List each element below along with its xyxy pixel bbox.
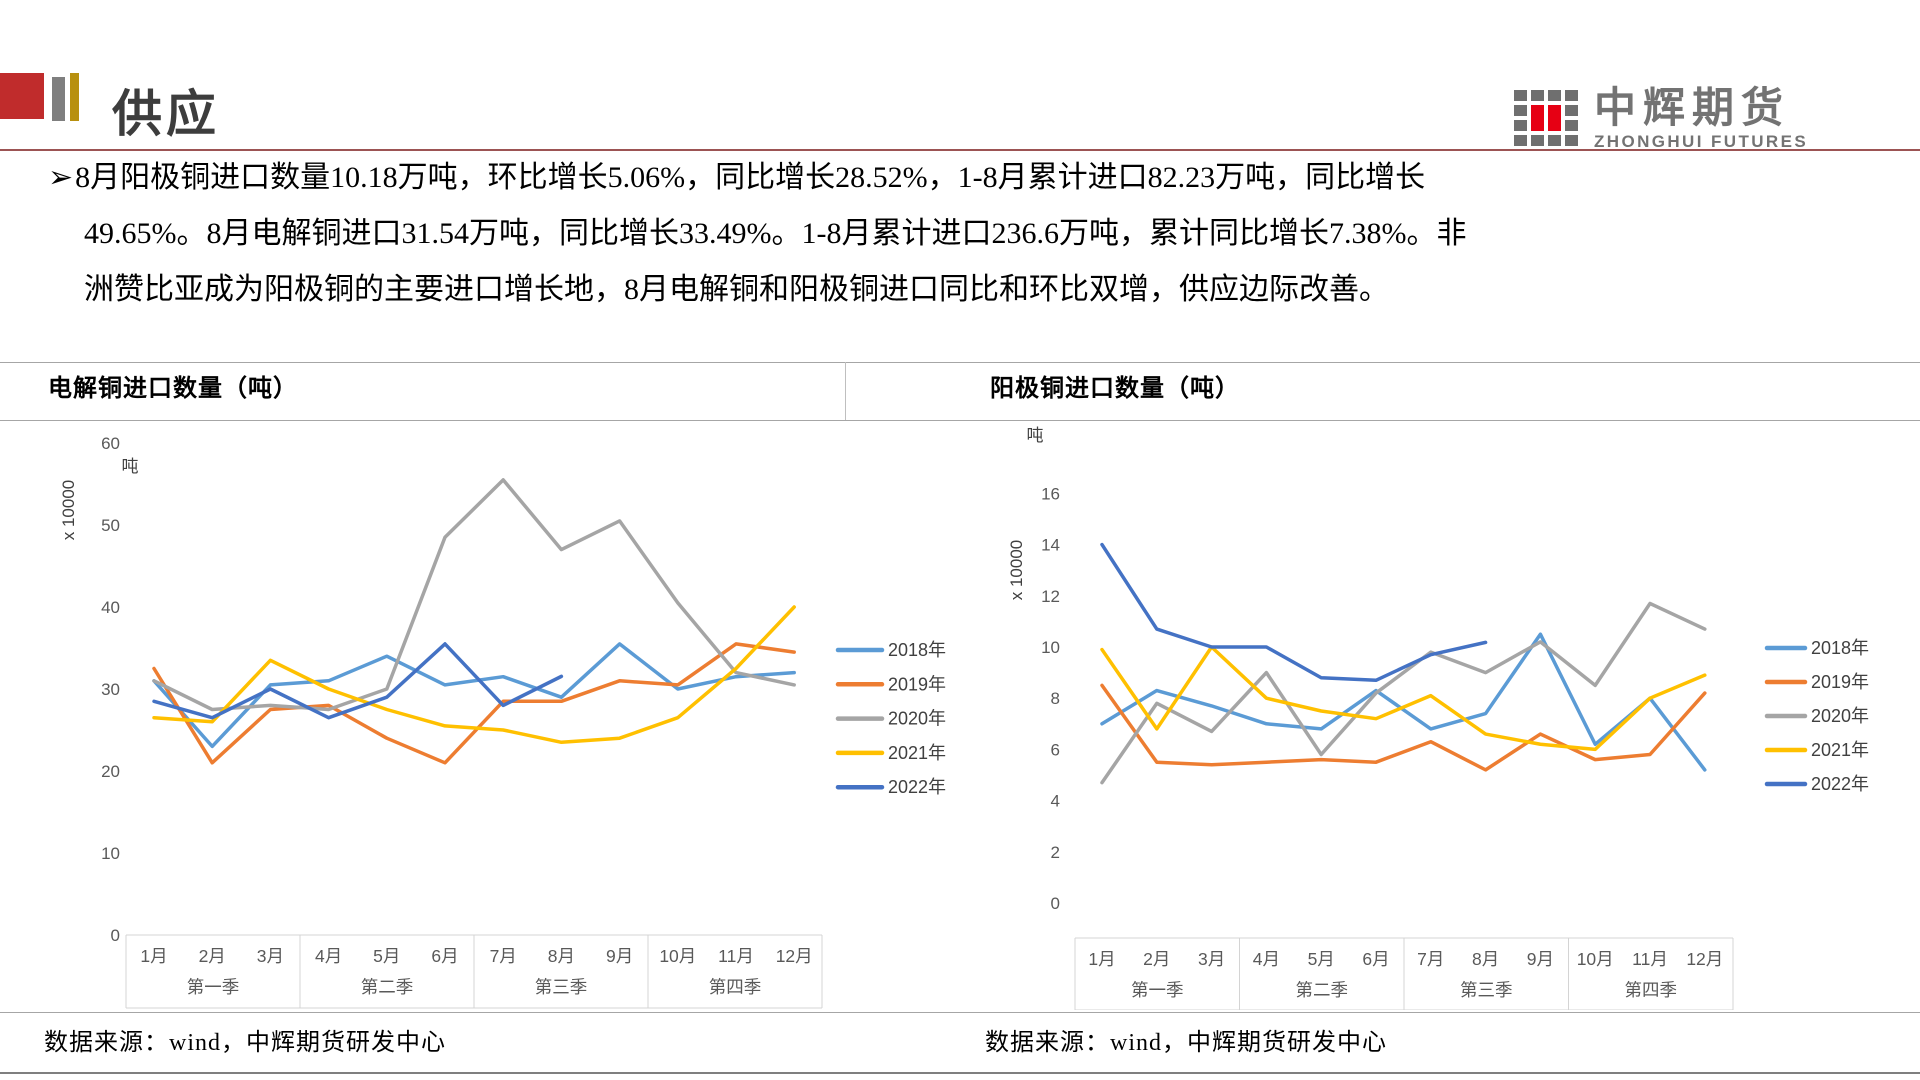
anode-copper-import-chart: 0 2 4 6 8 10 12 14 16 吨 x 10000 1月 2月 3月 4月 5月 6月 7月 8月 9月 1… [1007,426,1869,1010]
svg-text:1月: 1月 [1088,949,1115,969]
right-chart-source: 数据来源：wind，中辉期货研发中心 [985,1030,1387,1056]
svg-text:第二季: 第二季 [361,977,414,997]
bottom-divider [0,1072,1920,1074]
svg-text:8: 8 [1051,689,1060,708]
svg-text:7月: 7月 [1417,949,1444,969]
svg-text:12月: 12月 [1686,949,1723,969]
section-divider-under-titles [0,420,1920,421]
left-chart-title: 电解铜进口数量（吨） [48,376,298,402]
svg-text:3月: 3月 [257,946,284,966]
svg-text:10月: 10月 [1577,949,1614,969]
svg-text:2020年: 2020年 [888,709,946,729]
svg-text:20: 20 [101,762,120,781]
svg-text:6: 6 [1051,740,1060,759]
svg-text:9月: 9月 [1527,949,1554,969]
summary-line-3: 洲赞比亚成为阳极铜的主要进口增长地，8月电解铜和阳极铜进口同比和环比双增，供应边… [84,273,1389,306]
bullet-marker: ➢ [48,161,74,194]
svg-text:14: 14 [1041,536,1060,555]
svg-text:4月: 4月 [315,946,342,966]
accent-block-gray [52,77,65,121]
svg-text:2022年: 2022年 [888,777,946,797]
svg-text:第三季: 第三季 [535,977,588,997]
svg-text:30: 30 [101,680,120,699]
svg-text:2019年: 2019年 [1811,672,1869,692]
svg-text:10: 10 [101,844,120,863]
footer-divider [0,1012,1920,1013]
svg-text:2021年: 2021年 [888,743,946,763]
svg-text:6月: 6月 [431,946,458,966]
page-title: 供应 [112,86,220,142]
svg-text:2018年: 2018年 [1811,638,1869,658]
svg-text:2: 2 [1051,843,1060,862]
svg-text:6月: 6月 [1362,949,1389,969]
section-divider-top [0,362,1920,363]
svg-text:16: 16 [1041,484,1060,503]
svg-text:0: 0 [1051,894,1060,913]
svg-text:10: 10 [1041,638,1060,657]
svg-text:4月: 4月 [1253,949,1280,969]
svg-text:第二季: 第二季 [1296,980,1349,1000]
svg-text:2020年: 2020年 [1811,706,1869,726]
svg-text:60: 60 [101,434,120,453]
left-chart-source: 数据来源：wind，中辉期货研发中心 [44,1030,446,1056]
svg-text:9月: 9月 [606,946,633,966]
logo: 中辉期货 ZHONGHUI FUTURES [1514,86,1808,152]
svg-text:7月: 7月 [490,946,517,966]
svg-text:2月: 2月 [1143,949,1170,969]
header-divider [0,149,1920,151]
svg-text:第四季: 第四季 [1625,980,1678,1000]
svg-text:8月: 8月 [1472,949,1499,969]
svg-text:11月: 11月 [1632,949,1668,969]
svg-text:吨: 吨 [122,457,139,476]
svg-text:x 10000: x 10000 [59,480,78,541]
summary-line-1: 8月阳极铜进口数量10.18万吨，环比增长5.06%，同比增长28.52%，1-… [75,161,1426,194]
svg-text:4: 4 [1051,792,1060,811]
svg-text:2022年: 2022年 [1811,774,1869,794]
svg-text:0: 0 [111,926,120,945]
electrolytic-copper-import-chart: 0 10 20 30 40 50 60吨 x 10000 1月 2月 3月 4月 5月 6月 7月 8月 9月 1… [59,434,946,1009]
svg-text:12月: 12月 [776,946,813,966]
accent-block-gold [70,73,79,121]
logo-mark-icon [1514,86,1578,146]
svg-text:第一季: 第一季 [1131,980,1184,1000]
logo-name: 中辉期货 [1594,84,1791,131]
svg-text:5月: 5月 [373,946,400,966]
svg-text:2018年: 2018年 [888,640,946,660]
logo-subtitle: ZHONGHUI FUTURES [1594,132,1809,151]
svg-text:10月: 10月 [659,946,696,966]
svg-text:2月: 2月 [199,946,226,966]
svg-text:第四季: 第四季 [709,977,762,997]
svg-text:2021年: 2021年 [1811,740,1869,760]
svg-text:第一季: 第一季 [187,977,240,997]
svg-text:12: 12 [1041,587,1060,606]
svg-text:50: 50 [101,516,120,535]
summary-line-2: 49.65%。8月电解铜进口31.54万吨，同比增长33.49%。1-8月累计进… [84,217,1467,250]
accent-block-red [0,73,44,119]
panel-divider [845,362,846,420]
svg-text:第三季: 第三季 [1460,980,1513,1000]
summary-paragraph: ➢8月阳极铜进口数量10.18万吨，环比增长5.06%，同比增长28.52%，1… [48,150,1888,318]
svg-text:5月: 5月 [1308,949,1335,969]
svg-text:2019年: 2019年 [888,674,946,694]
svg-text:3月: 3月 [1198,949,1225,969]
svg-text:1月: 1月 [140,946,167,966]
svg-text:x 10000: x 10000 [1007,540,1026,601]
svg-text:40: 40 [101,598,120,617]
svg-text:11月: 11月 [718,946,754,966]
svg-text:吨: 吨 [1027,426,1044,445]
right-chart-title: 阳极铜进口数量（吨） [990,376,1240,402]
svg-text:8月: 8月 [548,946,575,966]
